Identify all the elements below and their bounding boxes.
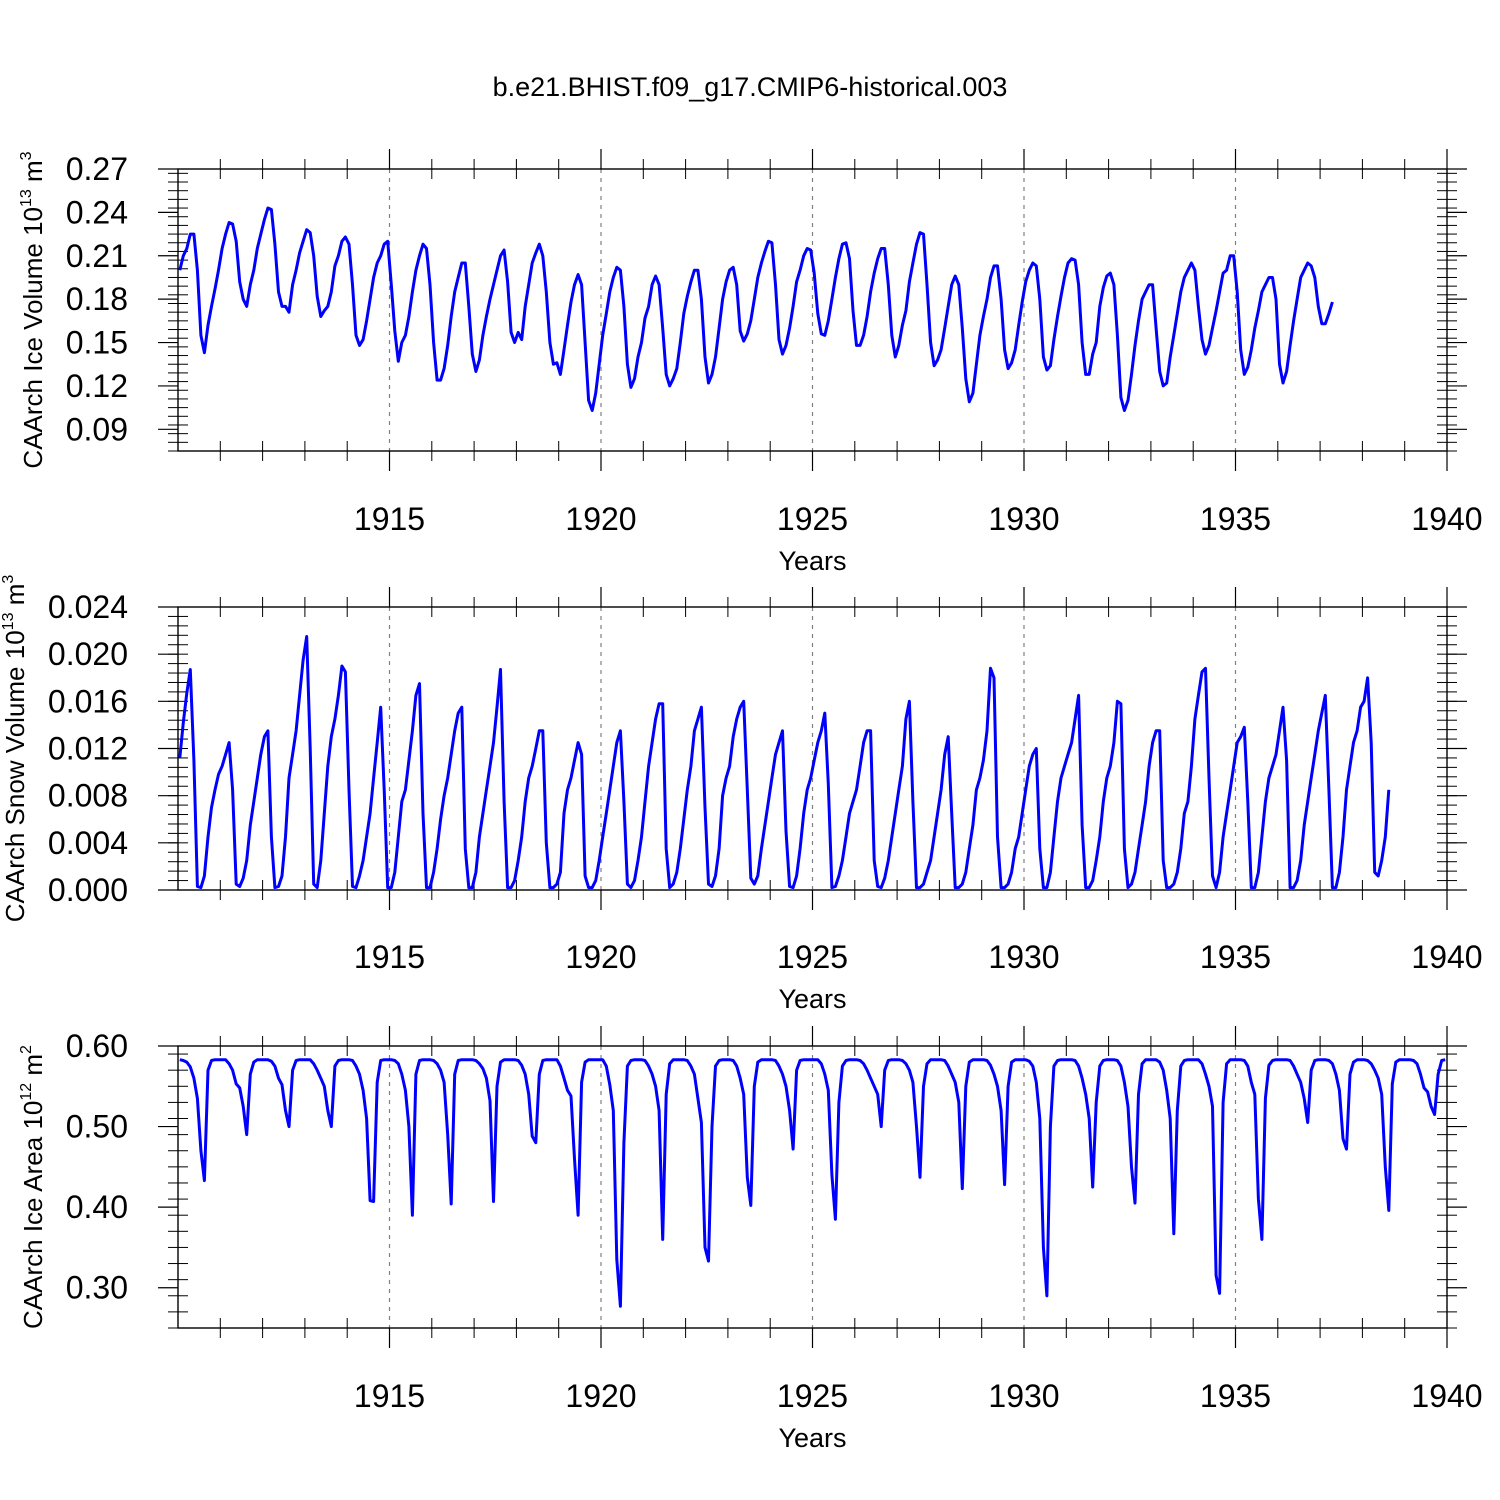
ice-volume-ytick-label-0.12: 0.12 xyxy=(66,368,128,404)
snow-volume-xtick-label-1930: 1930 xyxy=(988,939,1059,975)
ice-volume-xtick-label-1920: 1920 xyxy=(565,501,636,537)
ice-area-yaxis-label: CAArch Ice Area 1012 m2 xyxy=(18,1045,48,1329)
ice-area-ytick-label-0.60: 0.60 xyxy=(66,1028,128,1064)
ice-volume-yaxis-label: CAArch Ice Volume 1013 m3 xyxy=(18,151,48,468)
ice-volume-ytick-label-0.09: 0.09 xyxy=(66,411,128,447)
ice-volume-xtick-label-1930: 1930 xyxy=(988,501,1059,537)
ice-area-ytick-label-0.50: 0.50 xyxy=(66,1109,128,1145)
snow-volume-xtick-label-1940: 1940 xyxy=(1411,939,1482,975)
snow-volume-xtick-label-1935: 1935 xyxy=(1200,939,1271,975)
ice-volume-xtick-label-1915: 1915 xyxy=(354,501,425,537)
snow-volume-ytick-label-0.016: 0.016 xyxy=(48,683,128,719)
figure-title: b.e21.BHIST.f09_g17.CMIP6-historical.003 xyxy=(493,72,1008,102)
snow-volume-xaxis-label: Years xyxy=(778,984,846,1014)
ice-area-series-line xyxy=(179,1058,1446,1308)
ice-volume-xtick-label-1940: 1940 xyxy=(1411,501,1482,537)
ice-volume-xaxis-label: Years xyxy=(778,546,846,576)
snow-volume-xtick-label-1920: 1920 xyxy=(565,939,636,975)
ice-volume-plot-frame xyxy=(177,168,1448,452)
ice-area-xtick-label-1915: 1915 xyxy=(354,1378,425,1414)
ice-volume-ytick-label-0.21: 0.21 xyxy=(66,238,128,274)
ice-volume-xtick-label-1935: 1935 xyxy=(1200,501,1271,537)
ice-area-xtick-label-1925: 1925 xyxy=(777,1378,848,1414)
ice-area-xtick-label-1930: 1930 xyxy=(988,1378,1059,1414)
snow-volume-ytick-label-0.024: 0.024 xyxy=(48,589,128,625)
ice-volume-ytick-label-0.27: 0.27 xyxy=(66,151,128,187)
snow-volume-ytick-label-0.008: 0.008 xyxy=(48,778,128,814)
ice-area-xtick-label-1920: 1920 xyxy=(565,1378,636,1414)
snow-volume-ytick-label-0.012: 0.012 xyxy=(48,731,128,767)
snow-volume-xtick-label-1925: 1925 xyxy=(777,939,848,975)
snow-volume-ytick-label-0.004: 0.004 xyxy=(48,825,128,861)
ice-area-ytick-label-0.30: 0.30 xyxy=(66,1270,128,1306)
snow-volume-ytick-label-0.000: 0.000 xyxy=(48,872,128,908)
ice-area-ytick-label-0.40: 0.40 xyxy=(66,1189,128,1225)
panel-ice-area: 1915 1920 1925 1930 1935 1940 0.30 0.40 0.50 0.60… xyxy=(18,1026,1483,1453)
snow-volume-yaxis-label: CAArch Snow Volume 1013 m3 xyxy=(0,575,30,923)
panel-ice-volume: 1915 1920 1925 1930 1935 1940 0.09 0.12 0.15 0.18… xyxy=(18,149,1483,576)
ice-area-xaxis-label: Years xyxy=(778,1423,846,1453)
ice-area-xtick-label-1935: 1935 xyxy=(1200,1378,1271,1414)
snow-volume-plot-frame xyxy=(177,606,1448,891)
ice-volume-xtick-label-1925: 1925 xyxy=(777,501,848,537)
ice-area-plot-frame xyxy=(177,1045,1448,1329)
ice-volume-ytick-label-0.24: 0.24 xyxy=(66,194,128,230)
snow-volume-ytick-label-0.020: 0.020 xyxy=(48,636,128,672)
ice-volume-ytick-label-0.15: 0.15 xyxy=(66,325,128,361)
ice-volume-series-line xyxy=(178,206,1334,412)
panel-snow-volume: 1915 1920 1925 1930 1935 1940 0.000 0.004 0.008 0… xyxy=(0,575,1483,1014)
ice-area-xtick-label-1940: 1940 xyxy=(1411,1378,1482,1414)
ice-volume-ytick-label-0.18: 0.18 xyxy=(66,281,128,317)
snow-volume-xtick-label-1915: 1915 xyxy=(354,939,425,975)
snow-volume-series-line xyxy=(178,635,1391,890)
